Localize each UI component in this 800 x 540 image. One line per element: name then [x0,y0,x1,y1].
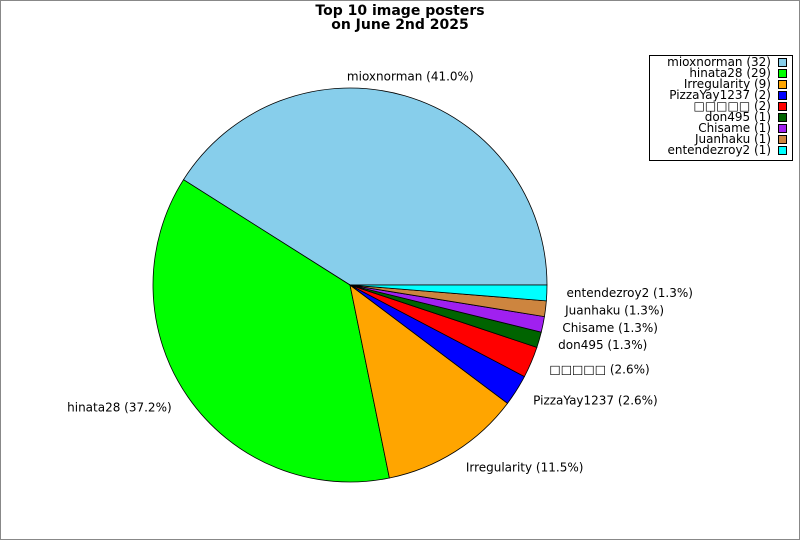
legend-swatch [778,146,787,155]
chart-subtitle: on June 2nd 2025 [331,17,469,33]
legend-label: □□□□□ (2) [693,99,771,113]
slice-label: Juanhaku (1.3%) [564,304,664,318]
legend-label: Juanhaku (1) [694,132,771,146]
slice-label: Chisame (1.3%) [562,321,658,335]
legend-label: Chisame (1) [698,121,771,135]
slice-label: □□□□□ (2.6%) [549,362,649,376]
legend-label: hinata28 (29) [689,66,771,80]
legend-swatch [778,80,787,89]
slice-label: hinata28 (37.2%) [67,401,172,415]
legend-label: mioxnorman (32) [667,55,771,69]
pie-slice [182,87,548,286]
legend-swatch [778,124,787,133]
legend-label: Irregularity (9) [684,77,771,91]
pie-slice [349,284,509,479]
legend-label: entendezroy2 (1) [667,143,771,157]
legend-swatch [778,102,787,111]
slice-label: don495 (1.3%) [558,338,647,352]
legend-label: don495 (1) [705,110,771,124]
legend-swatch [778,113,787,122]
slice-label: Irregularity (11.5%) [466,461,584,475]
legend-swatch [778,135,787,144]
pie-slice [152,179,390,483]
pie-slice [349,284,548,302]
chart-title: Top 10 image posters [315,3,484,19]
slice-label: mioxnorman (41.0%) [347,69,474,83]
legend-box [649,55,793,161]
legend-swatch [778,91,787,100]
slice-label: entendezroy2 (1.3%) [567,286,693,300]
slice-label: PizzaYay1237 (2.6%) [533,393,658,407]
legend-label: PizzaYay1237 (2) [669,88,771,102]
legend-swatch [778,58,787,67]
legend-swatch [778,69,787,78]
